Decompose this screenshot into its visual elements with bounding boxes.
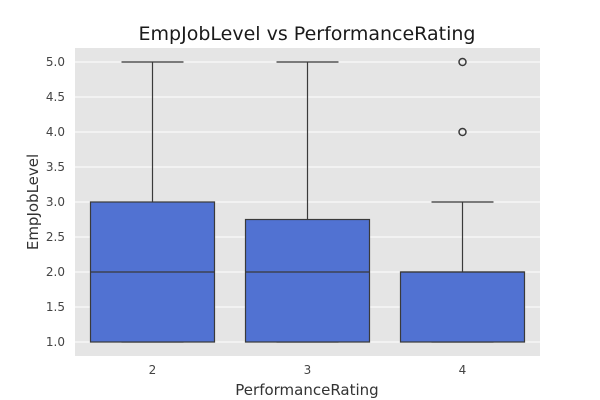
y-tick-labels: 1.0 1.5 2.0 2.5 3.0 3.5 4.0 4.5 5.0 <box>46 55 65 349</box>
x-tick-label: 3 <box>304 363 312 377</box>
y-tick-label: 4.0 <box>46 125 65 139</box>
x-tick-labels: 2 3 4 <box>149 363 467 377</box>
box-4 <box>399 57 526 343</box>
y-axis-label: EmpJobLevel <box>24 154 42 250</box>
box-iqr <box>399 271 526 343</box>
chart-title: EmpJobLevel vs PerformanceRating <box>139 23 476 45</box>
box-iqr <box>244 218 371 343</box>
y-tick-label: 1.5 <box>46 300 65 314</box>
y-tick-label: 3.0 <box>46 195 65 209</box>
box-2 <box>89 61 216 343</box>
y-tick-label: 4.5 <box>46 90 65 104</box>
x-axis-label: PerformanceRating <box>235 381 378 399</box>
y-tick-label: 5.0 <box>46 55 65 69</box>
x-tick-label: 4 <box>459 363 467 377</box>
y-tick-label: 3.5 <box>46 160 65 174</box>
outlier-point <box>458 127 467 137</box>
y-tick-label: 1.0 <box>46 335 65 349</box>
y-tick-label: 2.5 <box>46 230 65 244</box>
x-tick-label: 2 <box>149 363 157 377</box>
box-plots <box>89 57 526 343</box>
box-3 <box>244 61 371 343</box>
outlier-point <box>458 57 467 67</box>
y-tick-label: 2.0 <box>46 265 65 279</box>
